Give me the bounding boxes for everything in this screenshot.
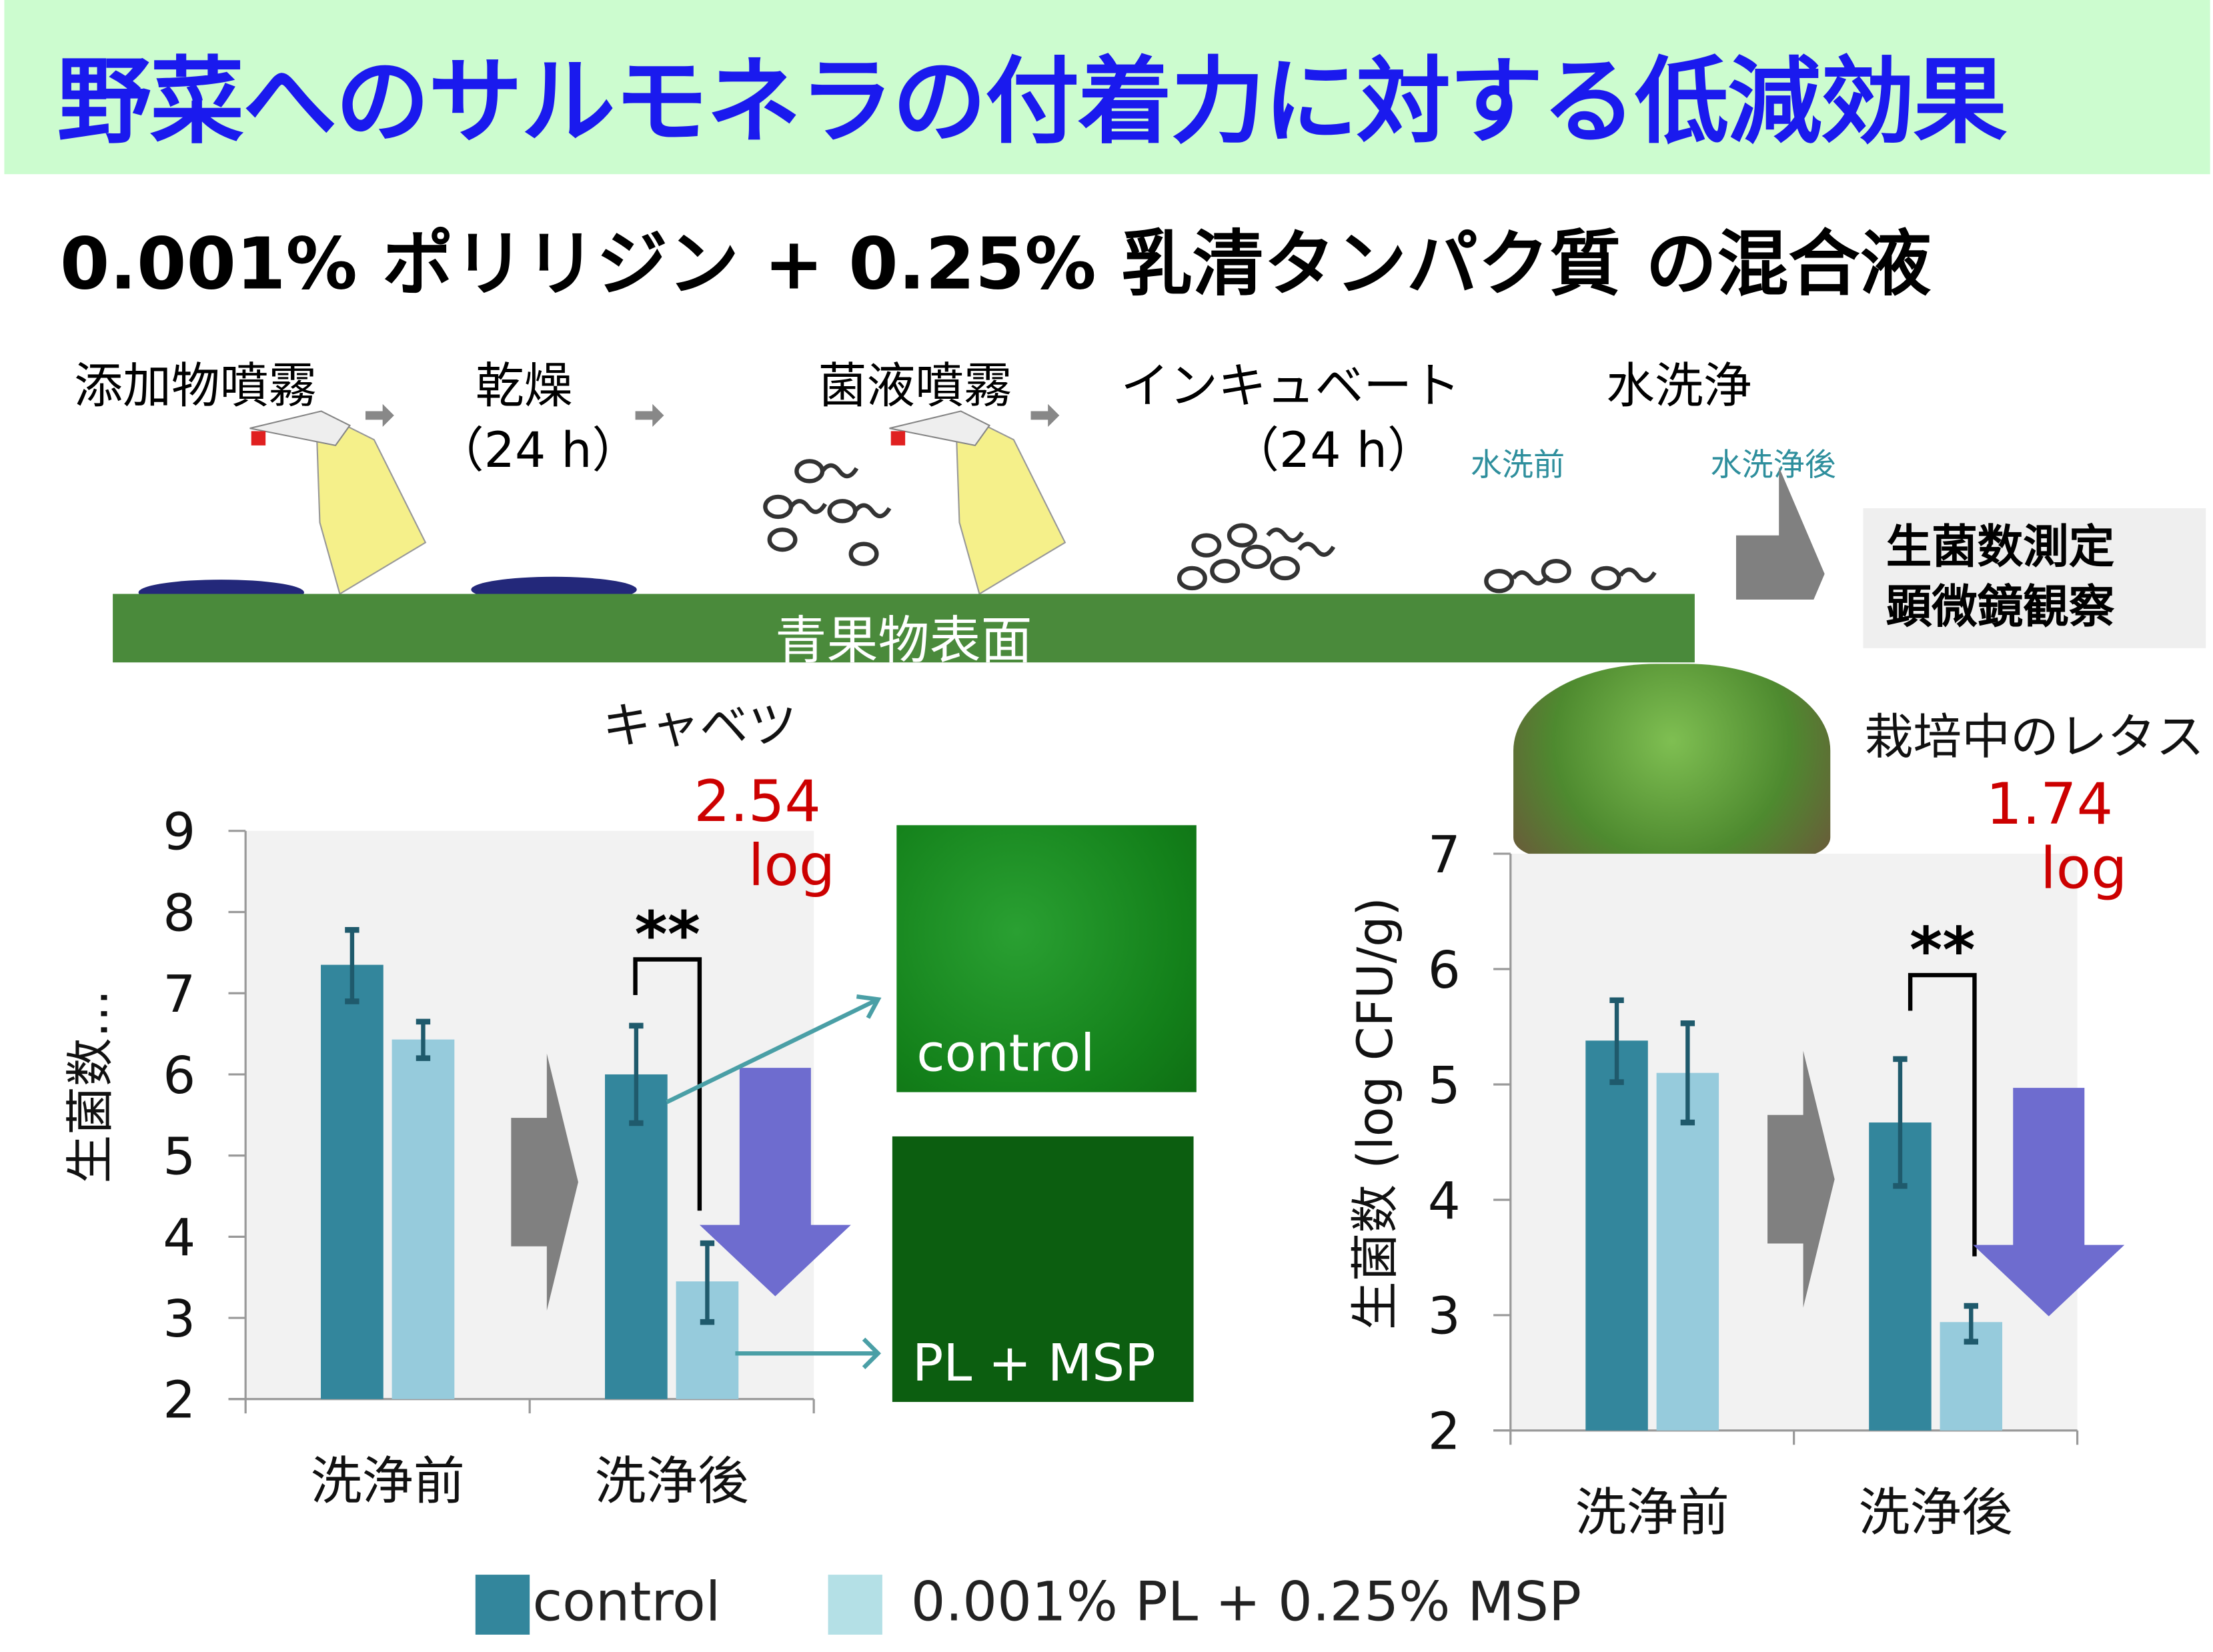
bar-control: [321, 964, 384, 1399]
step-incubate: インキュベート: [1121, 358, 1461, 416]
label-after-wash: 水洗浄後: [1710, 448, 1836, 484]
y-tick-label: 3: [1428, 1287, 1461, 1347]
reduction-arrow-icon: [699, 1068, 851, 1297]
step-spray-bacteria: 菌液噴霧: [818, 358, 1012, 416]
micrograph-control: control: [896, 825, 1197, 1092]
pointer-arrow-icon: [735, 1337, 882, 1369]
result-line: 生菌数測定: [1886, 520, 2115, 574]
y-tick-label: 6: [163, 1046, 195, 1106]
reduction-value: 1.74: [1986, 772, 2113, 838]
title-bar: [4, 0, 2210, 175]
produce-surface: 青果物表面: [113, 594, 1695, 671]
legend-label-control: control: [532, 1570, 721, 1633]
reduction-unit: log: [2040, 836, 2128, 902]
y-tick-label: 5: [1428, 1056, 1461, 1116]
process-arrow-icon: [1767, 1050, 1835, 1308]
y-tick-label: 7: [163, 964, 195, 1024]
step-spray-additive: 添加物噴霧: [74, 358, 317, 416]
lettuce-chart: 2 3 4 5 6 7 洗浄前 洗浄後 生菌数 (log CFU/g) 栽培中のレタス 1.74lo…: [1347, 709, 2204, 1543]
significance-bracket: [1908, 972, 1977, 1257]
slide-subtitle: 0.001% ポリリジン + 0.25% 乳清タンパク質 の混合液: [59, 222, 1932, 306]
y-tick-label: 5: [163, 1126, 195, 1186]
micrograph-treated: PL + MSP: [892, 1136, 1194, 1403]
spray-bottle-icon: [249, 410, 427, 596]
process-illustrations: [138, 403, 1825, 600]
significance-marker: **: [634, 899, 700, 972]
y-tick-label: 9: [163, 802, 195, 862]
micrograph-label: control: [916, 1024, 1095, 1084]
arrow-small-icon: [365, 403, 1060, 428]
spray-bottle-icon: [889, 410, 1066, 596]
result-line: 顕微鏡観察: [1886, 580, 2115, 634]
x-category-label: 洗浄後: [595, 1452, 749, 1512]
x-category-label: 洗浄後: [1859, 1483, 2013, 1543]
y-tick-label: 6: [1428, 940, 1461, 1000]
lettuce-photo: [1513, 664, 1831, 857]
pointer-arrow-icon: [666, 994, 882, 1104]
y-axis-label: 生菌数 (log CFU/g): [1347, 897, 1404, 1330]
bar-control: [605, 1074, 668, 1399]
chart-title: キャベツ: [602, 698, 796, 754]
legend-swatch-treated: [828, 1575, 882, 1635]
y-tick-label: 2: [163, 1371, 195, 1431]
step-wash: 水洗浄: [1606, 358, 1752, 416]
y-tick-label: 7: [1428, 825, 1461, 885]
process-arrow-icon: [1735, 466, 1825, 600]
bacteria-icon: [763, 459, 1657, 594]
process-arrow-icon: [511, 1053, 578, 1311]
reduction-value: 2.54: [694, 769, 821, 835]
step-incubate-duration: （24 h）: [1231, 422, 1436, 480]
surface-label: 青果物表面: [775, 612, 1032, 672]
slide-title: 野菜へのサルモネラの付着力に対する低減効果: [57, 47, 2008, 157]
x-category-label: 洗浄前: [311, 1452, 465, 1512]
y-tick-label: 3: [163, 1289, 195, 1349]
x-category-label: 洗浄前: [1575, 1483, 1729, 1543]
legend-label-treated: 0.001% PL + 0.25% MSP: [910, 1570, 1582, 1633]
y-axis-label: 生菌数…: [63, 989, 119, 1183]
chart-title: 栽培中のレタス: [1865, 709, 2204, 766]
label-before-wash: 水洗前: [1470, 448, 1565, 484]
reduction-unit: log: [748, 833, 836, 899]
reduction-arrow-icon: [1973, 1088, 2125, 1317]
bar-treated: [1656, 1072, 1719, 1431]
bar-control: [1585, 1040, 1648, 1431]
significance-marker: **: [1910, 915, 1976, 988]
measurement-box: 生菌数測定 顕微鏡観察: [1863, 508, 2206, 648]
y-tick-label: 4: [1428, 1171, 1461, 1231]
y-tick-label: 4: [163, 1208, 195, 1268]
step-dry: 乾燥: [475, 358, 573, 416]
legend-swatch-control: [475, 1575, 530, 1635]
micrograph-label: PL + MSP: [912, 1335, 1156, 1394]
step-dry-duration: （24 h）: [435, 422, 641, 480]
bar-treated: [392, 1039, 455, 1399]
y-tick-label: 8: [163, 883, 195, 943]
y-tick-label: 2: [1428, 1402, 1461, 1462]
